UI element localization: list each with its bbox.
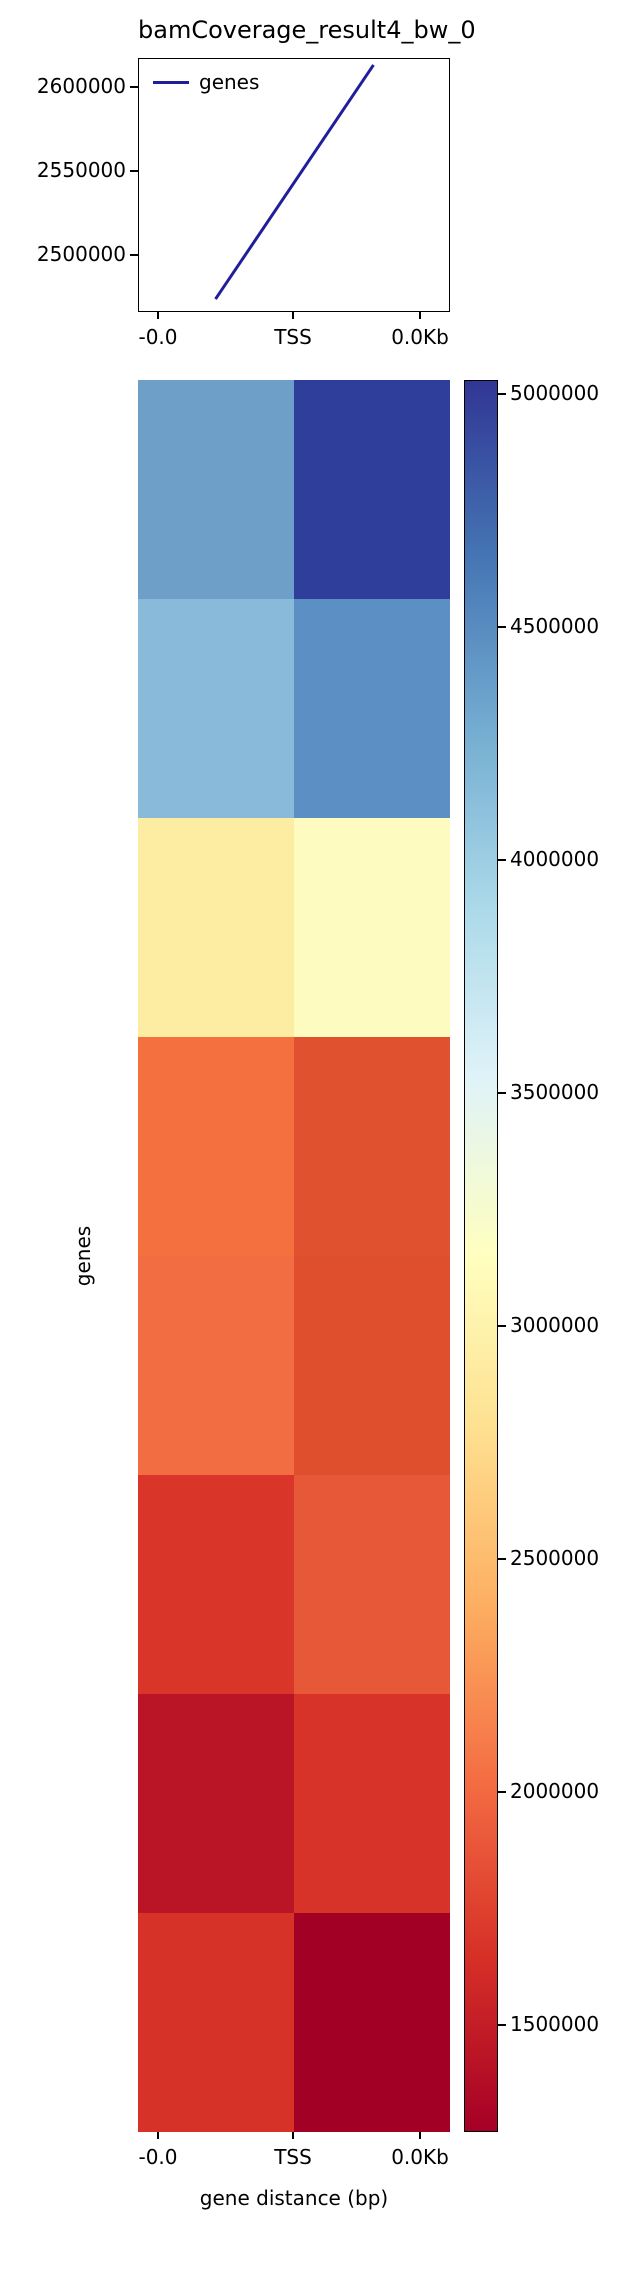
tick-mark (419, 2132, 421, 2139)
tick-mark (157, 312, 159, 319)
heatmap-cell (294, 1475, 450, 1694)
tick-mark (498, 1791, 506, 1793)
heatmap-cell (294, 1256, 450, 1475)
heatmap-cell (138, 1694, 294, 1913)
colorbar-tick-label: 2500000 (510, 1546, 600, 1570)
tick-mark (498, 859, 506, 861)
tick-mark (498, 1092, 506, 1094)
figure-title: bamCoverage_result4_bw_0 (138, 16, 476, 44)
colorbar-gradient (464, 380, 498, 2132)
heatmap-cell (294, 1694, 450, 1913)
genes-profile-line (214, 64, 375, 300)
tick-mark (419, 312, 421, 319)
heatmap-cell (294, 1913, 450, 2132)
tick-mark (498, 1558, 506, 1560)
heatmap-cell (138, 1913, 294, 2132)
tick-mark (498, 393, 506, 395)
tick-mark (498, 1325, 506, 1327)
profile-xtick-label: -0.0 (138, 325, 178, 349)
heatmap-cell (294, 599, 450, 818)
heatmap-xtick-label: 0.0Kb (391, 2145, 449, 2169)
heatmap-cell (294, 380, 450, 599)
tick-mark (498, 2024, 506, 2026)
tick-mark (130, 254, 138, 256)
profile-plot: genes (138, 58, 450, 312)
colorbar-tick-label: 4500000 (510, 614, 600, 638)
profile-ytick-label: 2500000 (36, 242, 126, 266)
profile-ytick-label: 2550000 (36, 158, 126, 182)
heatmap-xtick-label: -0.0 (138, 2145, 178, 2169)
heatmap-cell (138, 1475, 294, 1694)
colorbar-tick-label: 5000000 (510, 381, 600, 405)
heatmap-cell (138, 599, 294, 818)
profile-ytick-label: 2600000 (36, 74, 126, 98)
heatmap-cell (294, 1037, 450, 1256)
tick-mark (157, 2132, 159, 2139)
colorbar-tick-label: 1500000 (510, 2012, 600, 2036)
heatmap-cell (138, 818, 294, 1037)
heatmap-cell (294, 818, 450, 1037)
tick-mark (130, 86, 138, 88)
colorbar-tick-label: 4000000 (510, 847, 600, 871)
legend-label: genes (199, 70, 260, 94)
profile-xtick-label: 0.0Kb (391, 325, 449, 349)
heatmap-ylabel: genes (71, 1225, 95, 1287)
profile-legend: genes (153, 71, 259, 94)
heatmap-xlabel: gene distance (bp) (199, 2186, 389, 2210)
tick-mark (292, 2132, 294, 2139)
colorbar-tick-label: 3500000 (510, 1080, 600, 1104)
tick-mark (498, 626, 506, 628)
heatmap-cell (138, 1256, 294, 1475)
heatmap-grid (138, 380, 450, 2132)
heatmap-xtick-label: TSS (274, 2145, 312, 2169)
tick-mark (130, 170, 138, 172)
tick-mark (292, 312, 294, 319)
heatmap-cell (138, 380, 294, 599)
colorbar-tick-label: 2000000 (510, 1779, 600, 1803)
profile-xtick-label: TSS (274, 325, 312, 349)
heatmap-cell (138, 1037, 294, 1256)
profile-line-chart (214, 64, 375, 300)
legend-line-swatch (153, 81, 189, 84)
colorbar-tick-label: 3000000 (510, 1313, 600, 1337)
